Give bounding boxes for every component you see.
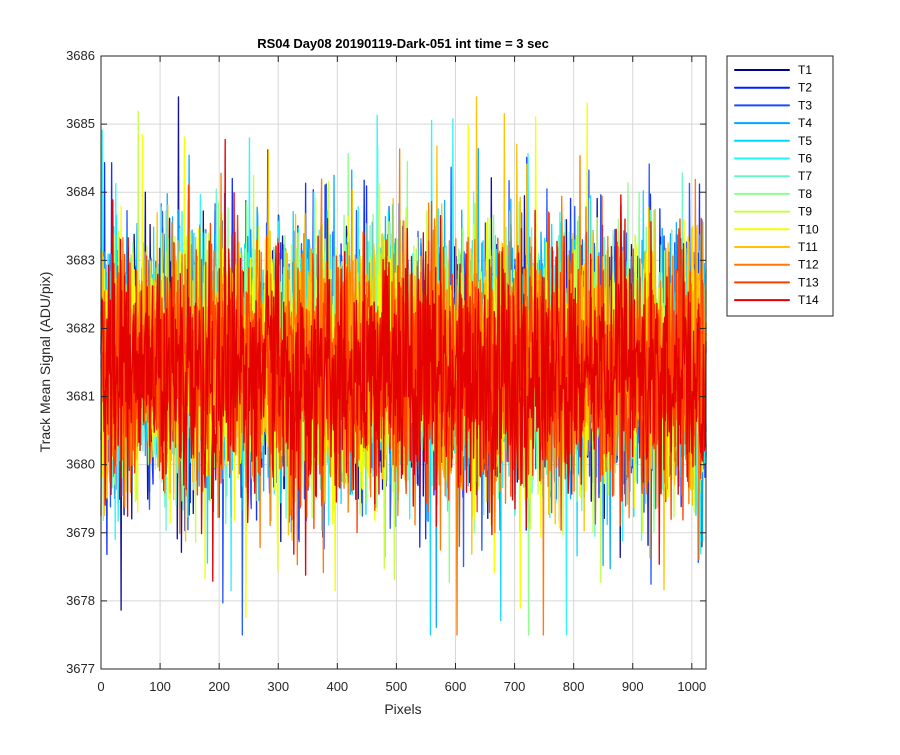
y-tick-label: 3681	[66, 389, 95, 404]
legend-label-t4: T4	[798, 116, 812, 130]
x-tick-label: 700	[504, 679, 526, 694]
legend-label-t14: T14	[798, 293, 819, 307]
legend-box	[726, 55, 834, 317]
y-tick-label: 3682	[66, 320, 95, 335]
y-tick-label: 3685	[66, 116, 95, 131]
x-tick-label: 600	[445, 679, 467, 694]
y-tick-label: 3679	[66, 525, 95, 540]
y-tick-label: 3684	[66, 184, 95, 199]
plot-border	[100, 55, 707, 670]
x-tick-label: 200	[208, 679, 230, 694]
x-tick-label: 900	[622, 679, 644, 694]
x-tick-label: 100	[149, 679, 171, 694]
series-line-t14	[100, 138, 707, 582]
y-tick-label: 3683	[66, 252, 95, 267]
legend-label-t10: T10	[798, 222, 819, 236]
x-axis-label: Pixels	[384, 701, 421, 717]
y-tick-label: 3680	[66, 457, 95, 472]
x-tick-label: 300	[267, 679, 289, 694]
axis-layer: 0 100 200 300 400 500 600 700 800 900 1000 3677 3678…	[66, 48, 706, 694]
y-axis-label: Track Mean Signal (ADU/pix)	[37, 272, 53, 453]
x-tick-label: 400	[326, 679, 348, 694]
legend: T1 T2 T3 T4 T5 T6 T7 T8 T9 T10 T11 T12 T13 T14	[726, 55, 834, 317]
legend-label-t12: T12	[798, 258, 819, 272]
y-tick-label: 3686	[66, 48, 95, 63]
y-tick-label: 3678	[66, 593, 95, 608]
legend-label-t8: T8	[798, 187, 812, 201]
legend-label-t2: T2	[798, 81, 812, 95]
y-tick-label: 3677	[66, 661, 95, 676]
legend-label-t6: T6	[798, 152, 812, 166]
x-tick-label: 800	[563, 679, 585, 694]
legend-label-t11: T11	[798, 240, 818, 254]
legend-label-t13: T13	[798, 275, 819, 289]
legend-label-t7: T7	[798, 169, 812, 183]
legend-label-t9: T9	[798, 205, 812, 219]
x-tick-label: 500	[386, 679, 408, 694]
series-layer	[100, 96, 707, 636]
x-tick-label: 0	[97, 679, 104, 694]
legend-label-t3: T3	[798, 98, 812, 112]
legend-label-t1: T1	[798, 63, 812, 77]
x-tick-label: 1000	[677, 679, 706, 694]
chart-title: RS04 Day08 20190119-Dark-051 int time = …	[257, 36, 549, 51]
legend-label-t5: T5	[798, 134, 812, 148]
